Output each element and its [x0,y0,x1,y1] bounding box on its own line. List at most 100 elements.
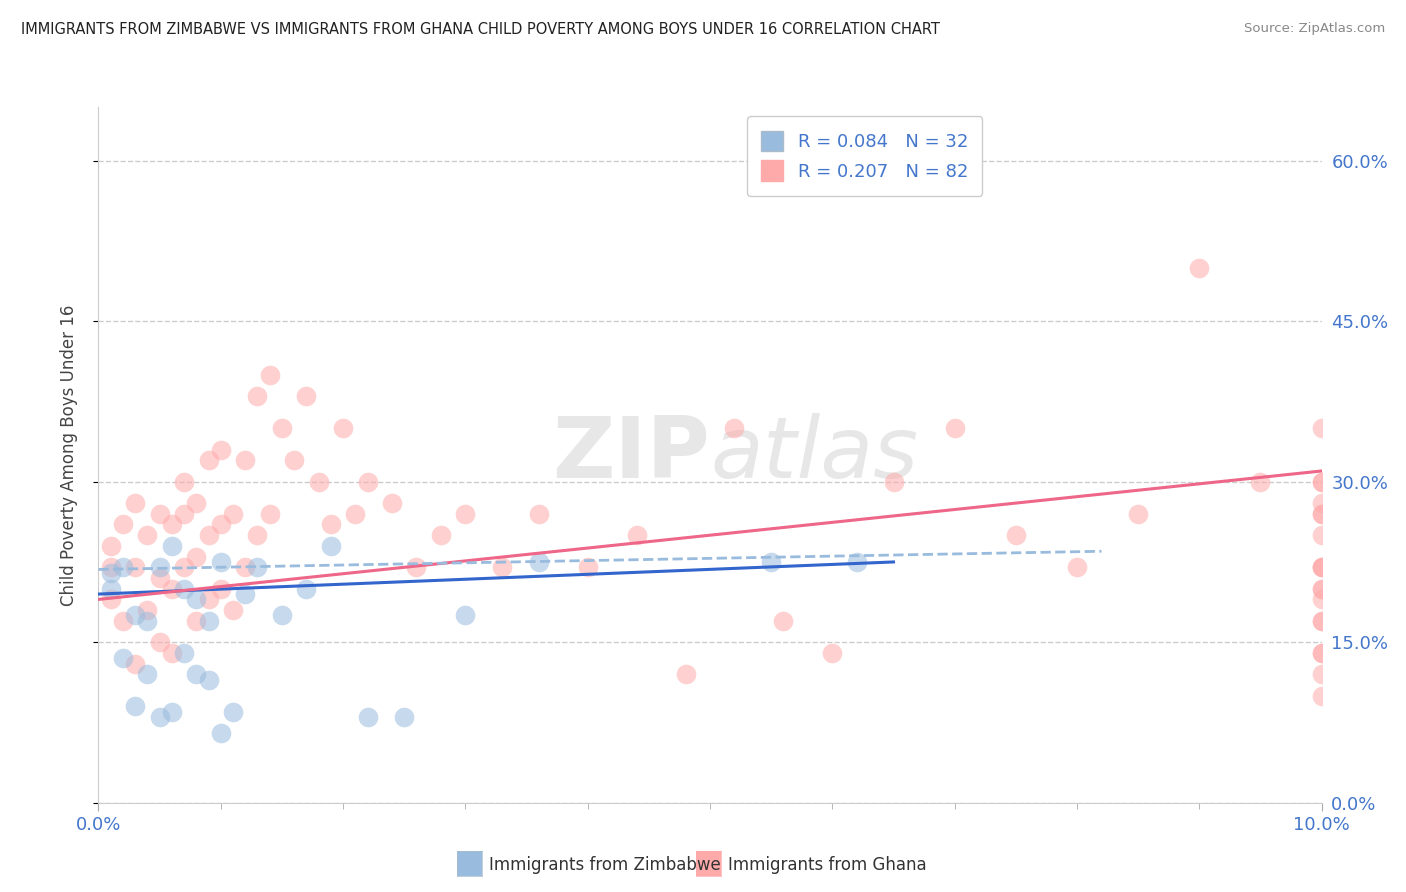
Point [186,592,208,607]
Point [295,582,318,596]
Point [1310,582,1333,596]
Point [124,699,146,714]
Point [295,389,318,403]
Point [883,475,905,489]
Point [845,555,868,569]
Point [675,667,697,681]
Point [149,710,172,724]
Point [173,582,195,596]
Point [1310,646,1333,660]
Point [1249,475,1271,489]
Point [124,496,146,510]
Point [344,507,367,521]
Point [1188,260,1211,275]
Point [527,555,550,569]
Point [173,646,195,660]
Text: Source: ZipAtlas.com: Source: ZipAtlas.com [1244,22,1385,36]
Point [160,646,183,660]
Point [100,539,122,553]
Point [723,421,745,435]
Point [222,507,245,521]
Point [821,646,844,660]
Point [160,582,183,596]
Point [136,667,159,681]
Point [454,608,477,623]
Point [209,517,232,532]
Point [1310,507,1333,521]
Point [222,603,245,617]
Point [246,528,269,542]
Point [136,528,159,542]
Point [100,566,122,580]
Point [100,560,122,574]
Point [1310,496,1333,510]
Point [1310,667,1333,681]
Point [270,608,292,623]
Point [626,528,648,542]
Point [124,657,146,671]
Point [233,560,256,574]
Point [1310,614,1333,628]
Point [772,614,794,628]
Point [1310,646,1333,660]
Point [527,507,550,521]
Point [197,453,219,467]
Point [136,603,159,617]
Point [1310,421,1333,435]
Point [209,555,232,569]
Point [222,705,245,719]
Point [1310,592,1333,607]
Point [1310,528,1333,542]
Point [149,560,172,574]
Point [100,582,122,596]
Point [186,667,208,681]
Point [491,560,513,574]
Point [759,555,782,569]
Point [1310,560,1333,574]
Point [233,587,256,601]
Point [319,517,342,532]
Point [259,507,281,521]
Point [332,421,354,435]
Point [186,549,208,564]
Point [173,507,195,521]
Point [1310,614,1333,628]
Point [149,507,172,521]
Point [356,710,378,724]
Point [149,635,172,649]
Point [576,560,599,574]
Point [186,614,208,628]
Point [246,560,269,574]
Point [1004,528,1026,542]
Point [111,560,134,574]
Point [246,389,269,403]
Point [1128,507,1150,521]
Point [1310,507,1333,521]
Point [197,614,219,628]
Point [1310,475,1333,489]
Point [149,571,172,585]
Point [392,710,416,724]
Text: IMMIGRANTS FROM ZIMBABWE VS IMMIGRANTS FROM GHANA CHILD POVERTY AMONG BOYS UNDER: IMMIGRANTS FROM ZIMBABWE VS IMMIGRANTS F… [21,22,941,37]
Point [454,507,477,521]
Point [197,528,219,542]
Point [173,560,195,574]
Point [173,475,195,489]
Point [111,517,134,532]
Point [405,560,427,574]
Point [197,592,219,607]
Point [1310,689,1333,703]
Point [381,496,404,510]
Legend: R = 0.084   N = 32, R = 0.207   N = 82: R = 0.084 N = 32, R = 0.207 N = 82 [747,116,983,195]
Point [943,421,966,435]
Point [160,705,183,719]
Y-axis label: Child Poverty Among Boys Under 16: Child Poverty Among Boys Under 16 [59,304,77,606]
Text: Immigrants from Ghana: Immigrants from Ghana [728,856,927,874]
Point [160,517,183,532]
Point [111,651,134,665]
Point [209,726,232,740]
Text: ZIP: ZIP [553,413,710,497]
Point [283,453,305,467]
Point [124,608,146,623]
Point [111,614,134,628]
